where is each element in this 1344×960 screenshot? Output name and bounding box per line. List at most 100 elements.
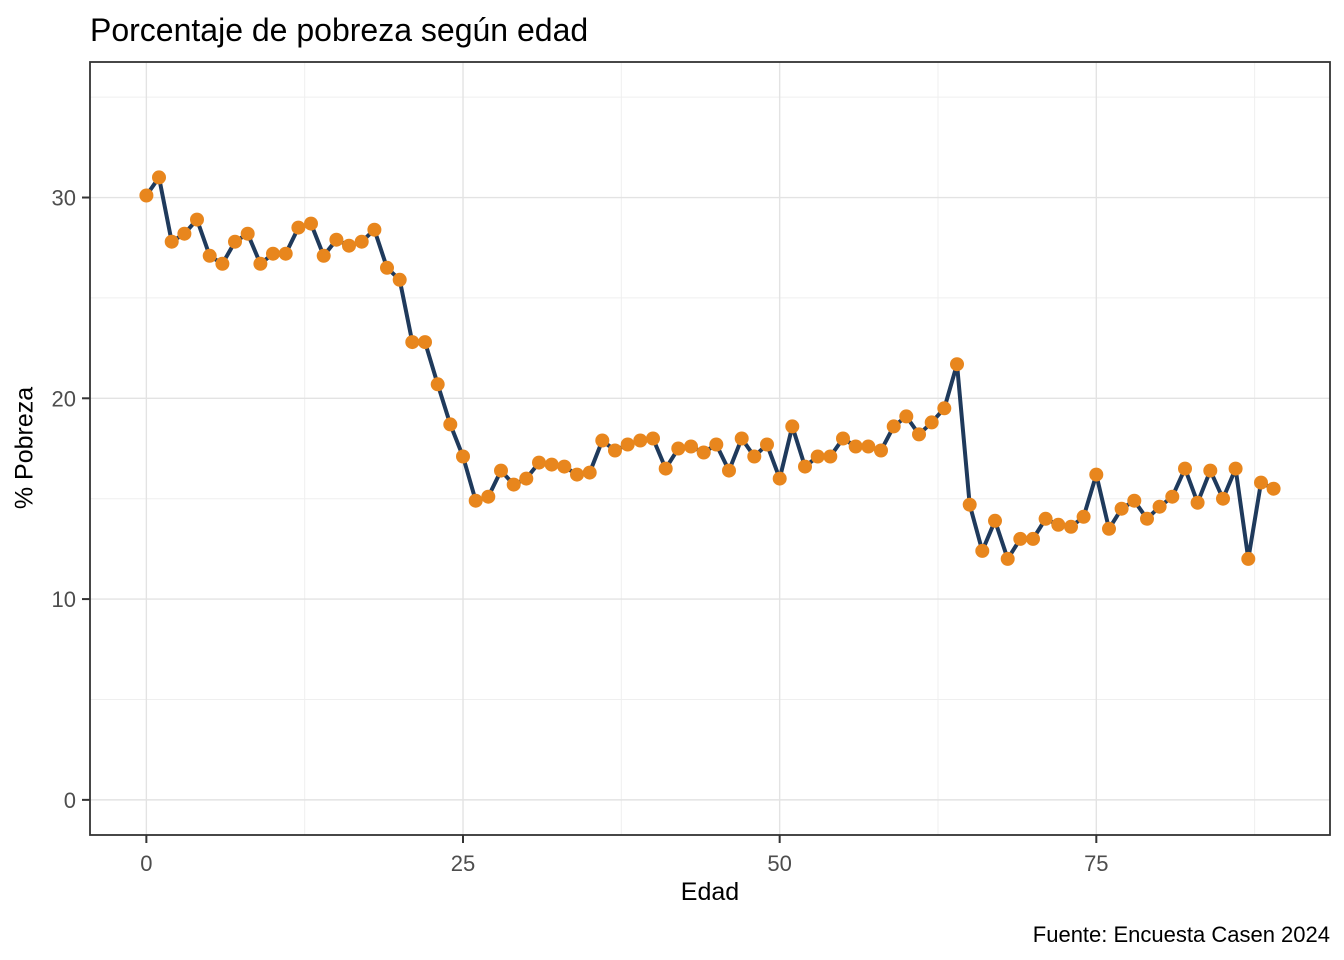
data-point xyxy=(810,449,825,464)
data-point xyxy=(544,457,559,472)
data-point xyxy=(1114,501,1129,516)
data-point xyxy=(177,226,192,241)
data-point xyxy=(836,431,850,446)
data-point xyxy=(1165,489,1180,504)
data-point xyxy=(722,463,736,478)
data-point xyxy=(684,439,698,454)
data-point xyxy=(367,222,382,237)
x-tick-label: 25 xyxy=(451,851,475,876)
data-point xyxy=(988,513,1002,528)
y-tick-label: 0 xyxy=(64,788,76,813)
data-point xyxy=(316,248,331,263)
data-point xyxy=(443,417,458,432)
data-point xyxy=(164,234,179,249)
data-point xyxy=(405,335,420,350)
data-point xyxy=(595,433,610,448)
data-point xyxy=(785,419,800,434)
data-point xyxy=(494,463,508,478)
data-point xyxy=(633,433,648,448)
data-point xyxy=(1127,493,1142,508)
data-point xyxy=(532,455,546,470)
data-point xyxy=(1140,511,1154,526)
y-tick-label: 30 xyxy=(52,186,76,211)
chart-caption: Fuente: Encuesta Casen 2024 xyxy=(1032,922,1330,947)
data-point xyxy=(1203,463,1218,478)
data-point xyxy=(202,248,217,263)
data-point xyxy=(228,234,242,249)
data-point xyxy=(291,220,306,235)
panel-border xyxy=(89,61,1331,836)
data-point xyxy=(253,256,268,271)
data-point xyxy=(734,431,749,446)
data-point xyxy=(646,431,660,446)
data-point xyxy=(962,497,977,512)
data-point xyxy=(1026,531,1040,546)
data-point xyxy=(696,445,711,460)
data-point xyxy=(1152,499,1167,514)
data-point xyxy=(937,401,952,416)
data-point xyxy=(519,471,534,486)
data-point xyxy=(1190,495,1205,510)
data-point xyxy=(1089,467,1104,482)
data-point xyxy=(278,246,293,261)
x-tick-label: 0 xyxy=(140,851,152,876)
data-point xyxy=(557,459,572,474)
data-point xyxy=(139,188,154,203)
data-point xyxy=(608,443,622,458)
y-axis-title: % Pobreza xyxy=(10,386,39,510)
data-point xyxy=(354,234,369,249)
data-point xyxy=(772,471,787,486)
data-point xyxy=(747,449,762,464)
y-tick-label: 20 xyxy=(52,386,76,411)
x-axis-title: Edad xyxy=(680,878,740,906)
data-point xyxy=(975,543,990,558)
data-point xyxy=(924,415,939,430)
data-point xyxy=(950,357,964,372)
data-point xyxy=(1076,509,1091,524)
data-point xyxy=(899,409,914,424)
data-point xyxy=(266,246,280,261)
data-point xyxy=(1064,519,1078,534)
y-tick-label: 10 xyxy=(52,587,76,612)
data-point xyxy=(1228,461,1243,476)
data-point xyxy=(1038,511,1053,526)
data-point xyxy=(912,427,926,442)
data-point xyxy=(190,212,204,227)
data-point xyxy=(671,441,686,456)
data-point xyxy=(342,238,356,253)
data-point xyxy=(152,170,166,185)
data-point xyxy=(620,437,635,452)
data-point xyxy=(1178,461,1192,476)
data-point xyxy=(848,439,863,454)
data-point xyxy=(1216,491,1230,506)
data-point xyxy=(380,260,394,275)
data-point xyxy=(886,419,901,434)
chart-title: Porcentaje de pobreza según edad xyxy=(90,12,589,48)
x-tick-label: 75 xyxy=(1084,851,1108,876)
data-point xyxy=(240,226,255,241)
data-point xyxy=(823,449,838,464)
data-point xyxy=(861,439,876,454)
x-tick-label: 50 xyxy=(767,851,791,876)
data-point xyxy=(1266,481,1281,496)
data-point xyxy=(1013,531,1028,546)
data-point xyxy=(1102,521,1116,536)
data-point xyxy=(304,216,318,231)
data-point xyxy=(658,461,673,476)
data-point xyxy=(392,272,407,287)
data-point xyxy=(570,467,584,482)
data-point xyxy=(798,459,812,474)
data-point xyxy=(468,493,483,508)
data-point xyxy=(709,437,724,452)
data-point xyxy=(760,437,774,452)
data-point xyxy=(329,232,344,247)
data-point xyxy=(1000,551,1015,566)
data-point xyxy=(215,256,230,271)
data-point xyxy=(1241,551,1256,566)
data-point xyxy=(481,489,496,504)
data-point xyxy=(874,443,888,458)
data-point xyxy=(1254,475,1268,490)
data-point xyxy=(430,377,445,392)
